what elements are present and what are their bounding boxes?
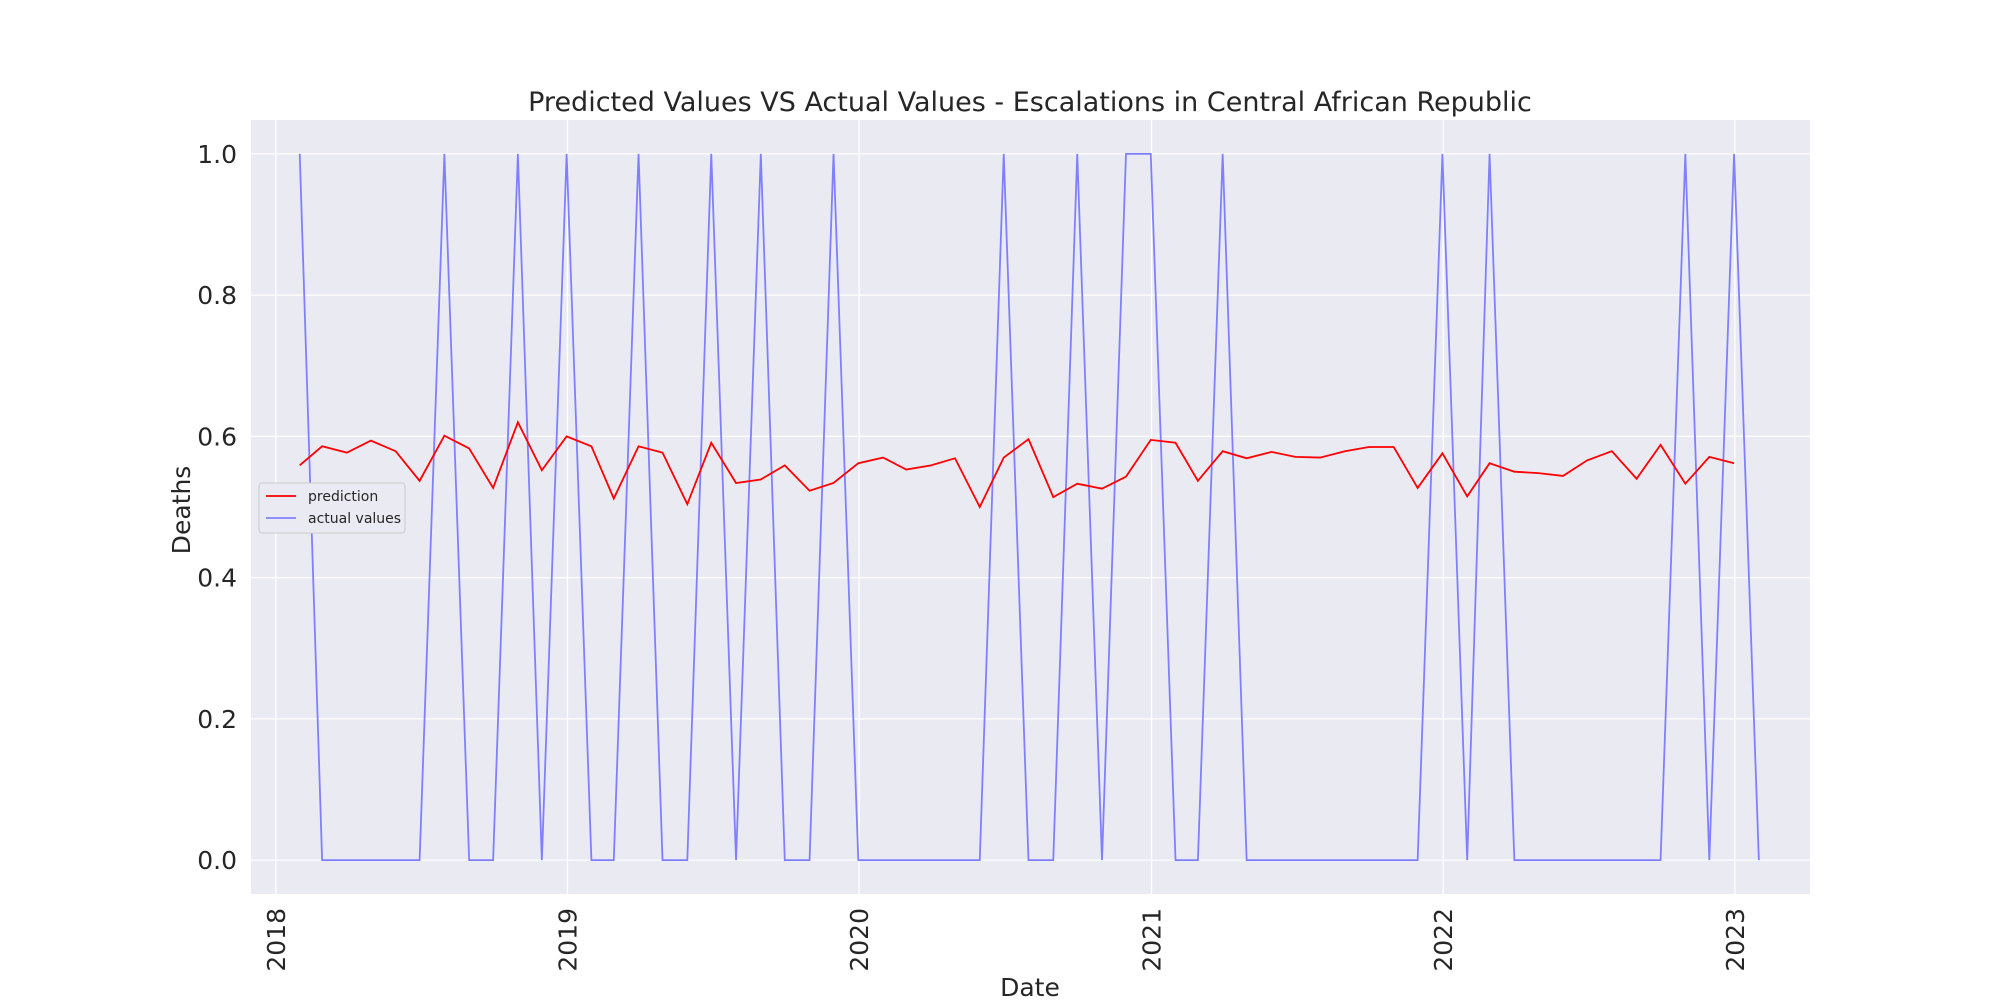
legend: prediction actual values <box>258 482 406 534</box>
y-tick-labels: 0.0 0.2 0.4 0.6 0.8 1.0 <box>197 140 237 875</box>
x-tick-labels: 2018 2019 2020 2021 2022 2023 <box>262 908 1750 972</box>
x-tick-label: 2020 <box>845 908 874 972</box>
grid <box>251 120 1810 894</box>
x-tick-label: 2019 <box>553 908 582 972</box>
y-tick-label: 0.4 <box>197 564 237 593</box>
plot-area <box>251 120 1810 894</box>
series-layer <box>298 152 1760 861</box>
y-tick-label: 0.0 <box>197 846 237 875</box>
series-line-prediction <box>299 420 1735 510</box>
legend-label-prediction: prediction <box>308 489 378 505</box>
x-axis-label: Date <box>1000 973 1060 1000</box>
x-tick-label: 2023 <box>1721 908 1750 972</box>
y-axis-label: Deaths <box>167 466 196 555</box>
x-tick-label: 2022 <box>1429 908 1458 972</box>
y-tick-label: 0.6 <box>197 422 237 451</box>
x-tick-label: 2018 <box>262 908 291 972</box>
chart-title: Predicted Values VS Actual Values - Esca… <box>528 87 1532 118</box>
y-tick-label: 1.0 <box>197 140 237 169</box>
legend-label-actual-values: actual values <box>308 511 401 527</box>
series-line-actual-values <box>298 152 1760 861</box>
y-tick-label: 0.8 <box>197 281 237 310</box>
x-tick-label: 2021 <box>1138 908 1167 972</box>
y-tick-label: 0.2 <box>197 705 237 734</box>
